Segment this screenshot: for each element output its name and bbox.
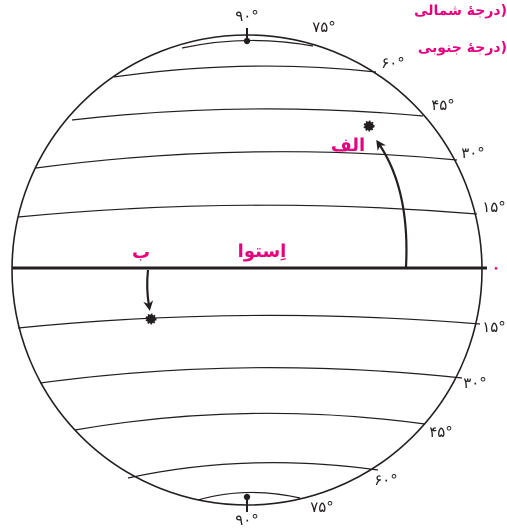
latitude-line-north-30	[35, 151, 458, 169]
north-pole-dot	[243, 37, 251, 45]
lat-label-north-75: ۷۵°	[312, 18, 336, 36]
latitude-line-north-60	[113, 65, 377, 78]
arrow-to-point-b	[143, 269, 154, 311]
point-a-marker	[363, 120, 375, 132]
lat-label-north-45: ۴۵°	[431, 96, 455, 114]
lat-label-north-90: ۹۰°	[235, 7, 259, 25]
lat-label-south-90: ۹۰°	[235, 511, 259, 528]
legend-north-label: درجهٔ شمالی)	[414, 3, 507, 19]
arrow-to-point-a	[376, 139, 408, 268]
latitude-line-south-75	[197, 491, 301, 501]
lat-label-south-60: ۶۰°	[374, 471, 398, 489]
lat-label-south-75: ۷۵°	[310, 498, 334, 516]
lat-label-north-15: ۱۵°	[482, 198, 506, 216]
point-b-marker	[145, 313, 157, 325]
lat-label-south-15: ۱۵°	[482, 318, 506, 336]
latitude-line-south-60	[127, 462, 379, 479]
equator-label: اِستوا	[238, 241, 287, 262]
latitude-line-north-45	[71, 108, 424, 121]
lat-label-south-45: ۴۵°	[429, 423, 453, 441]
point-b-label: ب	[132, 242, 150, 263]
lat-label-south-30: ۳۰°	[463, 374, 487, 392]
south-pole-dot	[243, 493, 251, 501]
lat-label-north-30: ۳۰°	[461, 144, 485, 162]
latitude-line-south-15	[17, 314, 481, 329]
point-a-label: الف	[331, 135, 365, 156]
equator-zero-label: ۰	[492, 260, 501, 276]
globe-outline	[11, 34, 483, 506]
latitude-line-north-15	[17, 204, 478, 218]
legend-south-label: درجهٔ جنوبی)	[418, 40, 507, 56]
lat-label-north-60: ۶۰°	[381, 54, 405, 72]
latitude-line-south-45	[74, 412, 426, 431]
latitude-line-south-30	[39, 367, 463, 384]
